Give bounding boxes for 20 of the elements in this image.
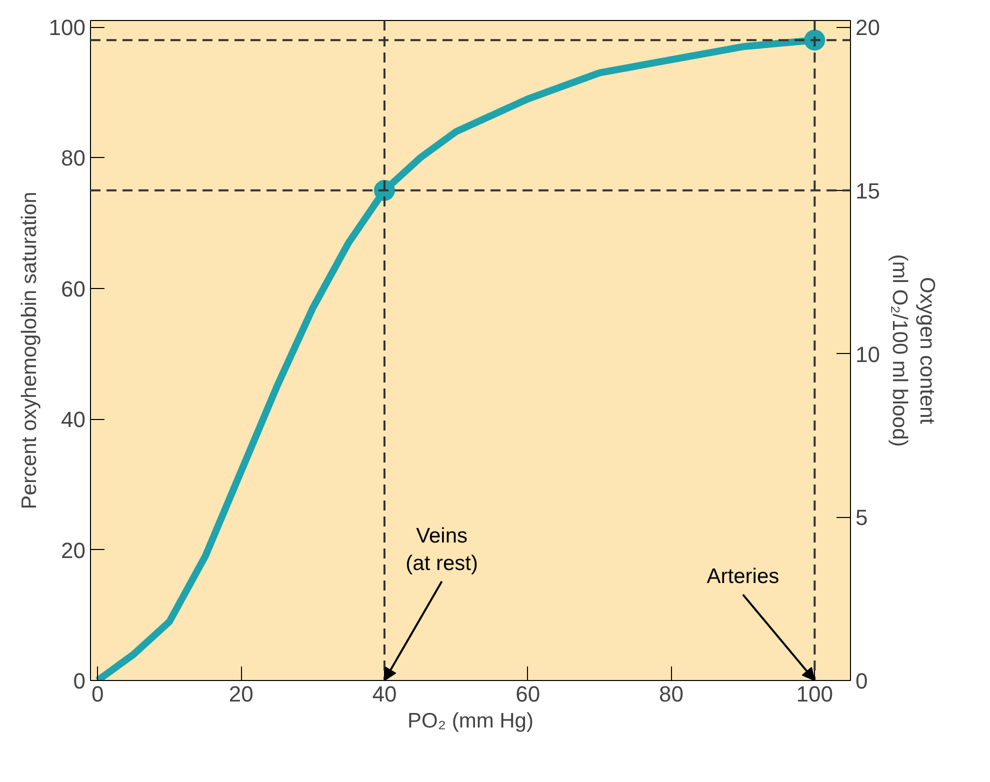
x-tick-label: 60 (516, 682, 540, 706)
annotation: Arteries (706, 565, 780, 588)
y2-tick-label: 10 (856, 342, 880, 367)
y-axis-title: Percent oxyhemoglobin saturation (18, 192, 41, 510)
y-tick-label: 100 (48, 15, 86, 40)
y2-tick-label: 5 (856, 505, 868, 530)
y-tick-label: 80 (61, 146, 86, 171)
y-tick-label: 20 (61, 538, 86, 563)
annotation: Veins (at rest) (406, 524, 478, 575)
x-axis-title: PO₂ (mm Hg) (408, 710, 534, 732)
x-tick-label: 0 (92, 682, 104, 706)
x-tick-label: 80 (659, 682, 684, 706)
y2-axis-title: Oxygen content (ml O₂/100 ml blood) (888, 254, 939, 447)
y2-tick-label: 15 (856, 178, 880, 204)
y-tick-label: 40 (61, 407, 86, 432)
x-tick-label: 20 (228, 682, 254, 706)
y-tick-label: 60 (61, 276, 86, 302)
x-tick-label: 40 (372, 682, 397, 706)
y2-tick-label: 20 (856, 15, 880, 40)
x-tick-label: 100 (796, 682, 834, 706)
